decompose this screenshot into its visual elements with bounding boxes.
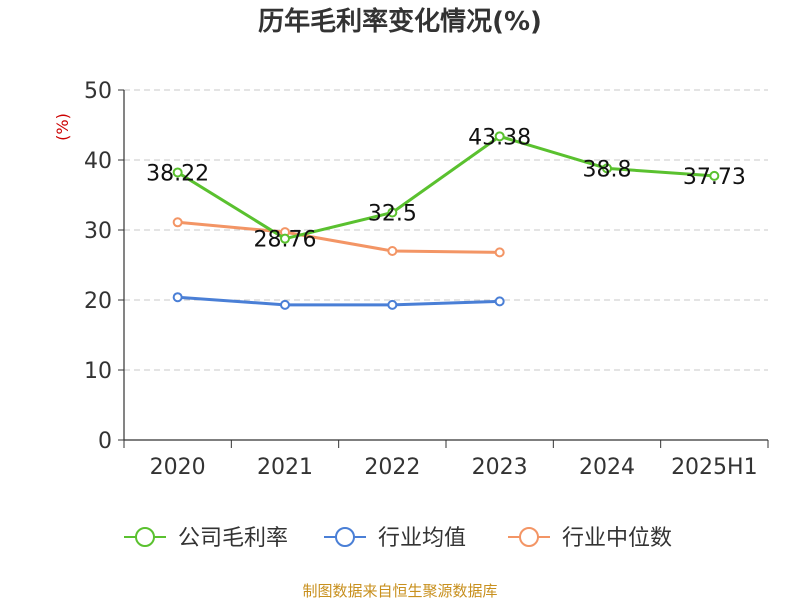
y-tick-label: 50 bbox=[84, 79, 112, 104]
series-1 bbox=[172, 292, 505, 310]
grid-lines bbox=[124, 89, 768, 371]
legend-label: 行业中位数 bbox=[562, 526, 672, 551]
legend[interactable]: 公司毛利率 行业均值 行业中位数 bbox=[124, 526, 672, 551]
legend-label: 行业均值 bbox=[378, 526, 466, 551]
series-0 bbox=[172, 131, 720, 244]
data-label: 38.22 bbox=[146, 161, 209, 186]
data-labels: 38.22 28.76 32.5 43.38 38.8 37.73 bbox=[146, 125, 746, 252]
data-point[interactable] bbox=[709, 170, 720, 181]
data-label: 37.73 bbox=[683, 165, 746, 190]
data-point[interactable] bbox=[172, 217, 183, 228]
data-point[interactable] bbox=[494, 296, 505, 307]
series-layer bbox=[172, 131, 720, 310]
legend-item-0[interactable]: 公司毛利率 bbox=[124, 526, 288, 551]
axes: 0 10 20 30 40 50 2020 2021 2022 2023 2024 2025H1 bbox=[84, 79, 769, 480]
series-2 bbox=[172, 217, 505, 258]
x-tick-label: 2024 bbox=[579, 455, 635, 480]
y-tick-label: 30 bbox=[84, 219, 112, 244]
source-note: 制图数据来自恒生聚源数据库 bbox=[302, 582, 497, 600]
y-tick-label: 10 bbox=[84, 359, 112, 384]
y-tick-label: 20 bbox=[84, 289, 112, 314]
legend-marker-icon bbox=[135, 527, 155, 547]
data-point[interactable] bbox=[602, 163, 612, 174]
y-axis-label: (%) bbox=[53, 113, 72, 141]
legend-item-1[interactable]: 行业均值 bbox=[324, 526, 466, 551]
data-label: 43.38 bbox=[468, 125, 531, 150]
chart-title: 历年毛利率变化情况(%) bbox=[258, 6, 542, 37]
x-tick-label: 2021 bbox=[257, 455, 313, 480]
data-label: 38.8 bbox=[583, 157, 632, 182]
legend-marker-icon bbox=[519, 527, 539, 547]
x-tick-label: 2022 bbox=[364, 455, 420, 480]
data-point[interactable] bbox=[280, 233, 290, 244]
data-point[interactable] bbox=[494, 247, 505, 258]
data-point[interactable] bbox=[172, 292, 183, 303]
data-point[interactable] bbox=[387, 299, 398, 310]
y-tick-label: 0 bbox=[98, 429, 112, 454]
legend-item-2[interactable]: 行业中位数 bbox=[508, 526, 672, 551]
legend-label: 公司毛利率 bbox=[178, 526, 288, 551]
data-label: 28.76 bbox=[254, 228, 317, 253]
data-point[interactable] bbox=[494, 131, 505, 142]
y-tick-label: 40 bbox=[84, 149, 112, 174]
data-point[interactable] bbox=[172, 167, 183, 178]
series-line bbox=[177, 295, 500, 307]
data-point[interactable] bbox=[387, 246, 398, 256]
x-tick-label: 2025H1 bbox=[671, 455, 758, 480]
series-line bbox=[176, 134, 715, 241]
data-point[interactable] bbox=[387, 207, 398, 218]
legend-marker-icon bbox=[335, 527, 355, 547]
x-tick-label: 2023 bbox=[472, 455, 528, 480]
series-line bbox=[177, 220, 500, 254]
data-point[interactable] bbox=[280, 299, 290, 310]
x-tick-label: 2020 bbox=[150, 455, 206, 480]
data-label: 32.5 bbox=[368, 202, 417, 227]
